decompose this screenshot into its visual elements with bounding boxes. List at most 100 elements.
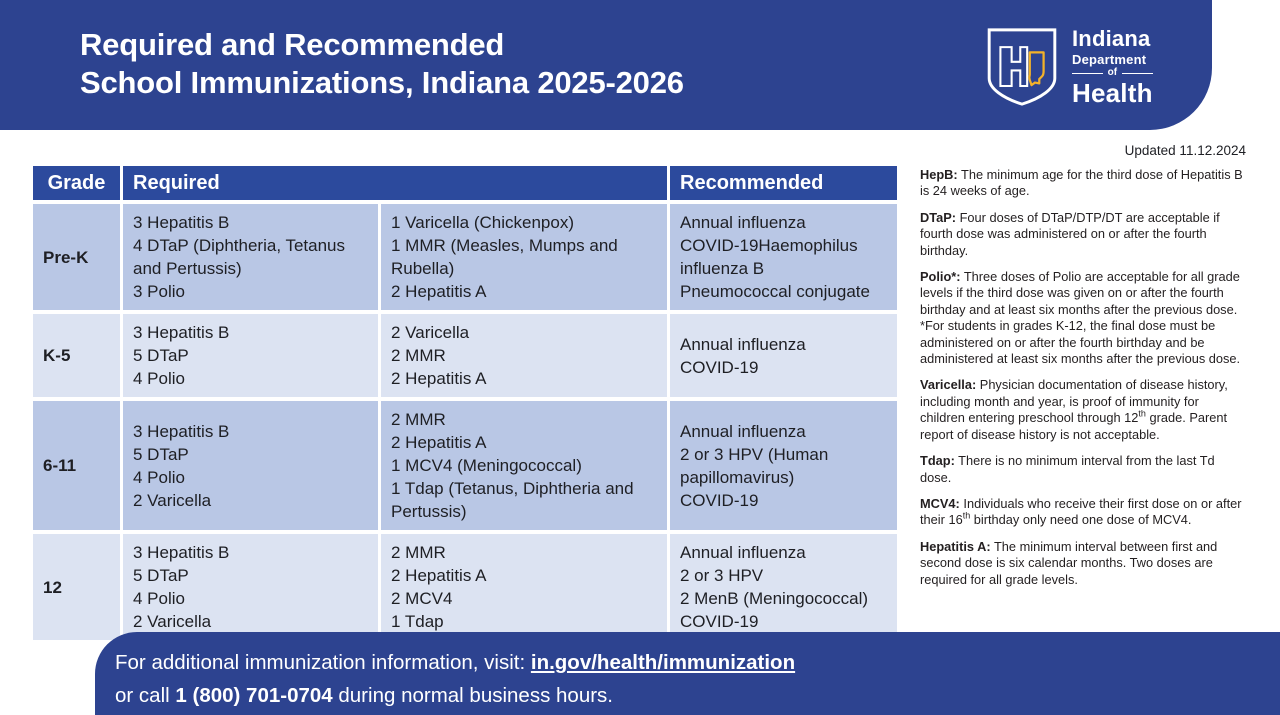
recommended-cell: Annual influenza 2 or 3 HPV 2 MenB (Mening… xyxy=(670,534,897,640)
vaccine-item: 4 Polio xyxy=(133,589,185,608)
immunization-table: Grade Required Recommended Pre-K 3 Hepati… xyxy=(33,166,897,640)
footer-line2-suffix: during normal business hours. xyxy=(332,684,614,707)
recommended-cell: Annual influenza 2 or 3 HPV (Human papill… xyxy=(670,401,897,530)
vaccine-item: 2 MMR xyxy=(391,543,446,562)
vaccine-item: 2 MMR xyxy=(391,410,446,429)
vaccine-item: 2 Varicella xyxy=(133,490,212,510)
required-cell-1: 3 Hepatitis B 5 DTaP 4 Polio 2 Varicella xyxy=(123,401,378,530)
vaccine-item: 2 Hepatitis A xyxy=(391,566,487,585)
vaccine-item: 3 Hepatitis B xyxy=(133,213,230,232)
vaccine-item: 1 Varicella (Chickenpox) xyxy=(391,213,574,232)
indiana-health-shield-icon xyxy=(984,25,1060,109)
vaccine-item: 2 MMR xyxy=(391,346,446,365)
footer-line1-text: For additional immunization information,… xyxy=(115,651,531,674)
vaccine-item: 2 or 3 HPV (Human papillomavirus) xyxy=(680,444,829,487)
vaccine-item: 2 Varicella xyxy=(133,612,212,631)
vaccine-item: COVID-19 xyxy=(680,357,759,377)
column-header-grade: Grade xyxy=(33,166,120,200)
required-cell-2: 1 Varicella (Chickenpox) 1 MMR (Measles, … xyxy=(381,204,667,310)
footer-line1: For additional immunization information,… xyxy=(115,646,1280,679)
logo-text-of: of xyxy=(1072,68,1153,78)
table-row: Pre-K 3 Hepatitis B 4 DTaP (Diphtheria, Te… xyxy=(33,204,897,310)
required-cell-2: 2 MMR 2 Hepatitis A 1 MCV4 (Meningococcal)… xyxy=(381,401,667,530)
vaccine-item: Annual influenza xyxy=(680,334,806,354)
footnote: Hepatitis A: The minimum interval betwee… xyxy=(920,538,1218,587)
logo-wordmark: Indiana Department of Health xyxy=(1072,28,1153,106)
vaccine-item: 5 DTaP xyxy=(133,444,189,464)
vaccine-item: 4 Polio xyxy=(133,369,185,388)
footnote: Varicella: Physician documentation of di… xyxy=(920,377,1228,442)
vaccine-item: 3 Hepatitis B xyxy=(133,421,230,441)
footnote: HepB: The minimum age for the third dose… xyxy=(920,167,1243,199)
footnote-label: Polio*: xyxy=(920,269,961,285)
vaccine-item: 3 Polio xyxy=(133,282,185,301)
footnote-label: Hepatitis A: xyxy=(920,538,991,554)
vaccine-item: 4 DTaP (Diphtheria, Tetanus and Pertussi… xyxy=(133,236,345,278)
vaccine-item: 2 or 3 HPV xyxy=(680,566,764,585)
vaccine-item: 1 Tdap (Tetanus, Diphtheria and Pertussi… xyxy=(391,479,634,521)
footnote-label: Tdap: xyxy=(920,453,955,469)
recommended-cell: Annual influenza COVID-19 xyxy=(670,314,897,397)
grade-cell: 12 xyxy=(33,534,120,640)
footnote: Tdap: There is no minimum interval from … xyxy=(920,453,1215,485)
footer-banner: For additional immunization information,… xyxy=(95,632,1280,715)
vaccine-item: Pneumococcal conjugate xyxy=(680,282,870,301)
vaccine-item: 2 MenB (Meningococcal) xyxy=(680,589,869,608)
page-title-line1: Required and Recommended xyxy=(80,27,505,62)
vaccine-item: COVID-19Haemophilus influenza B xyxy=(680,236,858,278)
column-header-required: Required xyxy=(123,166,667,200)
vaccine-item: COVID-19 xyxy=(680,490,759,510)
table-body: Pre-K 3 Hepatitis B 4 DTaP (Diphtheria, Te… xyxy=(33,204,897,640)
required-cell-1: 3 Hepatitis B 5 DTaP 4 Polio xyxy=(123,314,378,397)
table-row: 6-11 3 Hepatitis B 5 DTaP 4 Polio 2 Varicell… xyxy=(33,401,897,530)
footnote-label: MCV4: xyxy=(920,495,960,511)
idoh-logo: Indiana Department of Health xyxy=(984,25,1153,109)
vaccine-item: 3 Hepatitis B xyxy=(133,323,230,342)
footnote: MCV4: Individuals who receive their firs… xyxy=(920,495,1242,528)
vaccine-item: 1 MMR (Measles, Mumps and Rubella) xyxy=(391,236,618,278)
updated-date: Updated 11.12.2024 xyxy=(1124,143,1246,158)
footer-line2: or call 1 (800) 701-0704 during normal b… xyxy=(115,679,1280,712)
column-header-recommended: Recommended xyxy=(670,166,897,200)
page-title-line2: School Immunizations, Indiana 2025-2026 xyxy=(80,65,684,100)
page-title: Required and Recommended School Immuniza… xyxy=(80,26,684,102)
vaccine-item: 2 Hepatitis A xyxy=(391,369,487,388)
table-row: K-5 3 Hepatitis B 5 DTaP 4 Polio 2 Varicella… xyxy=(33,314,897,397)
logo-text-indiana: Indiana xyxy=(1072,26,1151,51)
required-cell-1: 3 Hepatitis B 4 DTaP (Diphtheria, Tetanus… xyxy=(123,204,378,310)
vaccine-item: 5 DTaP xyxy=(133,346,189,365)
footnote-label: HepB: xyxy=(920,167,958,182)
vaccine-item: 1 MCV4 (Meningococcal) xyxy=(391,456,582,475)
vaccine-item: 2 Hepatitis A xyxy=(391,433,487,452)
vaccine-item: COVID-19 xyxy=(680,612,759,631)
vaccine-item: Annual influenza xyxy=(680,543,806,562)
footnote: Polio*: Three doses of Polio are accepta… xyxy=(920,269,1241,367)
phone-number: 1 (800) 701-0704 xyxy=(175,684,333,707)
vaccine-item: 3 Hepatitis B xyxy=(133,543,230,562)
vaccine-item: 2 Varicella xyxy=(391,323,470,342)
required-cell-1: 3 Hepatitis B 5 DTaP 4 Polio 2 Varicella xyxy=(123,534,378,640)
footnotes: HepB: The minimum age for the third dose… xyxy=(920,167,1247,598)
top-banner: Required and Recommended School Immuniza… xyxy=(0,0,1212,130)
footnote-label: Varicella: xyxy=(920,377,977,393)
table-row: 12 3 Hepatitis B 5 DTaP 4 Polio 2 Varicella 2… xyxy=(33,534,897,640)
vaccine-item: 1 Tdap xyxy=(391,612,444,631)
vaccine-item: 2 MCV4 xyxy=(391,589,453,608)
vaccine-item: 4 Polio xyxy=(133,467,185,487)
grade-cell: 6-11 xyxy=(33,401,120,530)
footnote: DTaP: Four doses of DTaP/DTP/DT are acce… xyxy=(920,209,1220,258)
footer-line2-text: or call xyxy=(115,684,176,707)
footnote-label: DTaP: xyxy=(920,209,957,225)
required-cell-2: 2 Varicella 2 MMR 2 Hepatitis A xyxy=(381,314,667,397)
table-header-row: Grade Required Recommended xyxy=(33,166,897,200)
logo-text-health: Health xyxy=(1072,78,1153,108)
vaccine-item: 5 DTaP xyxy=(133,566,189,585)
immunization-link[interactable]: in.gov/health/immunization xyxy=(530,651,796,674)
recommended-cell: Annual influenza COVID-19Haemophilus infl… xyxy=(670,204,897,310)
vaccine-item: Annual influenza xyxy=(680,421,806,441)
vaccine-item: Annual influenza xyxy=(680,213,806,232)
logo-text-department: Department xyxy=(1072,52,1147,67)
grade-cell: K-5 xyxy=(33,314,120,397)
grade-cell: Pre-K xyxy=(33,204,120,310)
vaccine-item: 2 Hepatitis A xyxy=(391,282,487,301)
